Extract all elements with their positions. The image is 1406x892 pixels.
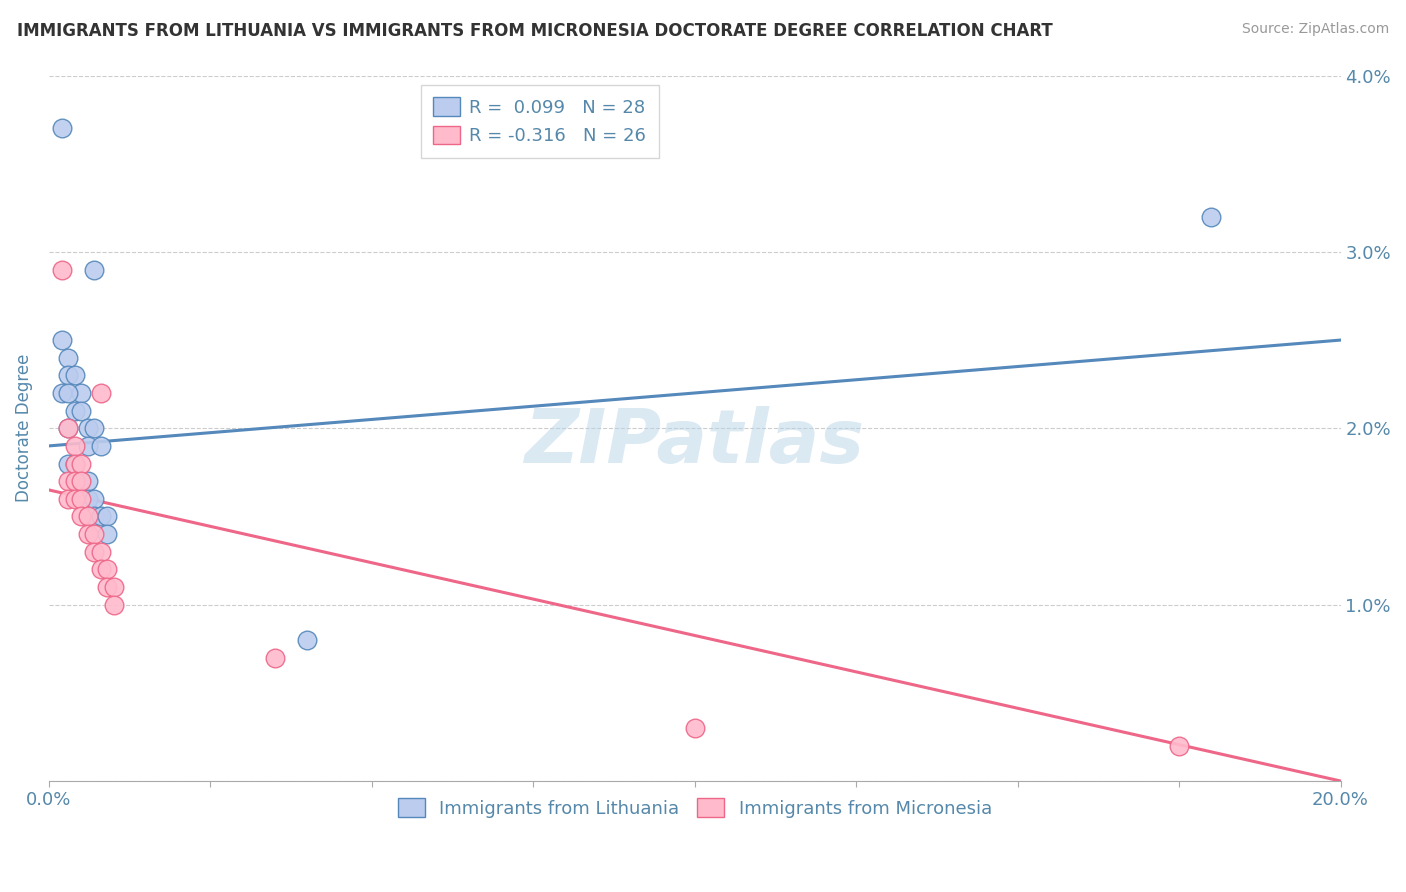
Point bbox=[83, 509, 105, 524]
Point bbox=[63, 403, 86, 417]
Point bbox=[264, 650, 287, 665]
Point bbox=[90, 386, 112, 401]
Point bbox=[103, 598, 125, 612]
Point bbox=[96, 509, 118, 524]
Point bbox=[96, 527, 118, 541]
Point bbox=[70, 457, 93, 471]
Point bbox=[96, 580, 118, 594]
Point bbox=[63, 457, 86, 471]
Point bbox=[51, 386, 73, 401]
Point bbox=[83, 421, 105, 435]
Point bbox=[63, 457, 86, 471]
Point bbox=[76, 474, 98, 488]
Point bbox=[70, 403, 93, 417]
Point bbox=[58, 386, 80, 401]
Point bbox=[83, 545, 105, 559]
Point bbox=[63, 439, 86, 453]
Point bbox=[103, 580, 125, 594]
Point bbox=[76, 439, 98, 453]
Point bbox=[58, 491, 80, 506]
Point bbox=[83, 491, 105, 506]
Point bbox=[58, 351, 80, 365]
Y-axis label: Doctorate Degree: Doctorate Degree bbox=[15, 354, 32, 502]
Legend: Immigrants from Lithuania, Immigrants from Micronesia: Immigrants from Lithuania, Immigrants fr… bbox=[391, 791, 1000, 825]
Point bbox=[96, 562, 118, 576]
Point bbox=[76, 491, 98, 506]
Point bbox=[683, 721, 706, 735]
Point bbox=[76, 421, 98, 435]
Point bbox=[70, 491, 93, 506]
Point bbox=[297, 632, 319, 647]
Point bbox=[58, 421, 80, 435]
Point bbox=[58, 421, 80, 435]
Point bbox=[70, 509, 93, 524]
Point bbox=[83, 262, 105, 277]
Point bbox=[58, 474, 80, 488]
Point bbox=[70, 474, 93, 488]
Text: Source: ZipAtlas.com: Source: ZipAtlas.com bbox=[1241, 22, 1389, 37]
Point bbox=[90, 545, 112, 559]
Point bbox=[90, 509, 112, 524]
Point bbox=[63, 474, 86, 488]
Point bbox=[70, 474, 93, 488]
Point bbox=[63, 368, 86, 383]
Point bbox=[58, 368, 80, 383]
Point bbox=[90, 562, 112, 576]
Point bbox=[51, 121, 73, 136]
Point bbox=[1201, 210, 1223, 224]
Point bbox=[51, 262, 73, 277]
Point bbox=[63, 491, 86, 506]
Text: ZIPatlas: ZIPatlas bbox=[524, 406, 865, 479]
Point bbox=[90, 439, 112, 453]
Point bbox=[83, 527, 105, 541]
Point bbox=[76, 527, 98, 541]
Point bbox=[51, 333, 73, 347]
Point bbox=[58, 457, 80, 471]
Point bbox=[70, 386, 93, 401]
Point bbox=[1168, 739, 1191, 753]
Text: IMMIGRANTS FROM LITHUANIA VS IMMIGRANTS FROM MICRONESIA DOCTORATE DEGREE CORRELA: IMMIGRANTS FROM LITHUANIA VS IMMIGRANTS … bbox=[17, 22, 1053, 40]
Point bbox=[76, 509, 98, 524]
